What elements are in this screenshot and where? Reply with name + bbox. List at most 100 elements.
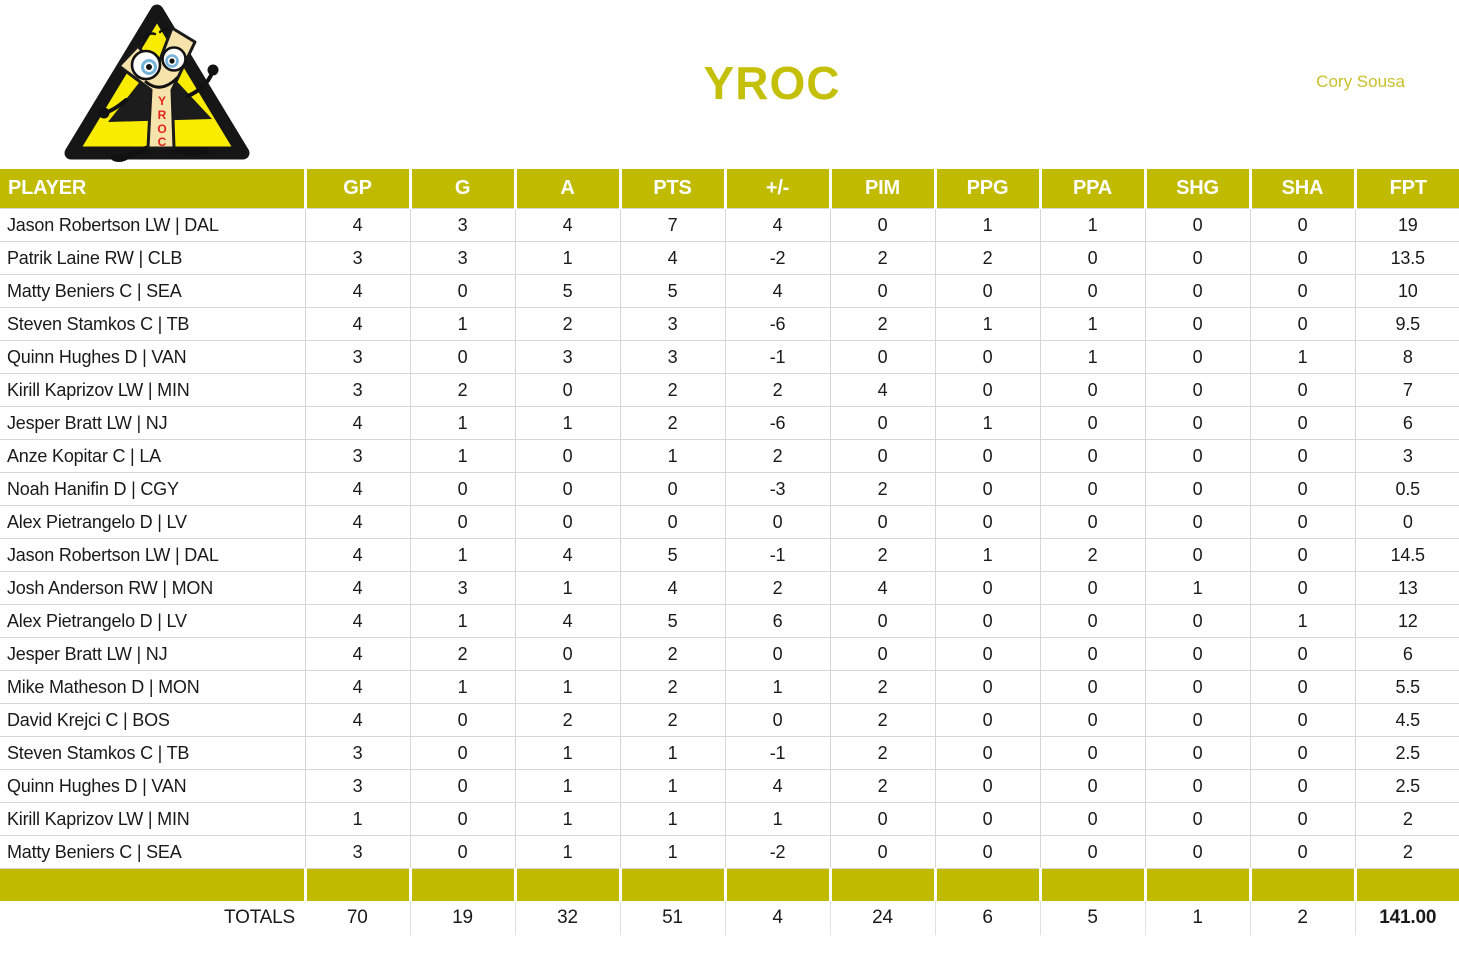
stat-cell-g: 1: [409, 406, 516, 440]
stat-cell-sha: 0: [1249, 208, 1356, 242]
stat-cell-gp: 3: [304, 241, 411, 275]
table-row: Josh Anderson RW | MON 4 3 1 4 2 4 0 0 1 0 13: [0, 571, 1459, 605]
stat-cell-gp: 4: [304, 274, 411, 308]
stat-cell-sha: 0: [1249, 241, 1356, 275]
svg-text:R: R: [158, 108, 167, 122]
stat-cell-ppa: 0: [1039, 241, 1146, 275]
stat-cell-pim: 0: [829, 802, 936, 836]
total-cell-sha: 2: [1250, 901, 1356, 935]
stat-cell-shg: 0: [1144, 340, 1251, 374]
stat-cell-fpt: 0.5: [1354, 472, 1459, 506]
stat-cell-g: 0: [409, 340, 516, 374]
stat-cell-ppg: 1: [934, 538, 1041, 572]
column-header-ppg: PPG: [935, 169, 1042, 209]
stat-cell-gp: 4: [304, 505, 411, 539]
player-cell: David Krejci C | BOS: [0, 703, 306, 737]
stat-cell-plus-minus: 1: [724, 670, 831, 704]
page-title: YROC: [703, 57, 841, 109]
stat-cell-gp: 3: [304, 769, 411, 803]
stat-cell-shg: 0: [1144, 604, 1251, 638]
stat-cell-a: 0: [514, 505, 621, 539]
stat-cell-a: 2: [514, 703, 621, 737]
svg-text:C: C: [158, 135, 167, 149]
stat-cell-a: 4: [514, 604, 621, 638]
stat-cell-pim: 2: [829, 703, 936, 737]
stat-cell-a: 5: [514, 274, 621, 308]
stat-cell-pts: 0: [619, 472, 726, 506]
stat-cell-a: 4: [514, 538, 621, 572]
stat-cell-shg: 0: [1144, 505, 1251, 539]
stat-cell-pts: 3: [619, 307, 726, 341]
stat-cell-pts: 4: [619, 571, 726, 605]
stat-cell-pim: 2: [829, 670, 936, 704]
stat-cell-fpt: 6: [1354, 406, 1459, 440]
total-cell-fpt: 141.00: [1355, 901, 1459, 935]
stat-cell-a: 4: [514, 208, 621, 242]
stat-cell-g: 2: [409, 373, 516, 407]
stat-cell-sha: 1: [1249, 604, 1356, 638]
stat-cell-pim: 0: [829, 340, 936, 374]
table-row: Jason Robertson LW | DAL 4 1 4 5 -1 2 1 2 0 0 14.5: [0, 538, 1459, 572]
stat-cell-gp: 4: [304, 406, 411, 440]
stat-cell-fpt: 2.5: [1354, 769, 1459, 803]
stat-cell-plus-minus: -6: [724, 307, 831, 341]
stat-cell-g: 3: [409, 241, 516, 275]
table-row: Noah Hanifin D | CGY 4 0 0 0 -3 2 0 0 0 0 0.5: [0, 472, 1459, 506]
stat-cell-a: 1: [514, 736, 621, 770]
table-row: Steven Stamkos C | TB 4 1 2 3 -6 2 1 1 0 0 9.5: [0, 307, 1459, 341]
stat-cell-a: 2: [514, 307, 621, 341]
table-row: Quinn Hughes D | VAN 3 0 1 1 4 2 0 0 0 0 2.5: [0, 769, 1459, 803]
stat-cell-g: 0: [409, 274, 516, 308]
stat-cell-pts: 1: [619, 736, 726, 770]
stat-cell-ppg: 0: [934, 736, 1041, 770]
stat-cell-sha: 0: [1249, 802, 1356, 836]
player-cell: Jason Robertson LW | DAL: [0, 208, 306, 242]
stat-cell-ppg: 0: [934, 472, 1041, 506]
stat-cell-sha: 0: [1249, 637, 1356, 671]
stat-cell-gp: 3: [304, 340, 411, 374]
stat-cell-fpt: 2: [1354, 802, 1459, 836]
stat-cell-sha: 0: [1249, 274, 1356, 308]
stat-cell-ppa: 0: [1039, 835, 1146, 869]
stat-cell-pts: 2: [619, 373, 726, 407]
stat-cell-g: 0: [409, 472, 516, 506]
table-row: Mike Matheson D | MON 4 1 1 2 1 2 0 0 0 0 5.5: [0, 670, 1459, 704]
stat-cell-shg: 1: [1144, 571, 1251, 605]
stat-cell-a: 0: [514, 637, 621, 671]
column-header-shg: SHG: [1145, 169, 1252, 209]
spacer-cell: [1145, 868, 1252, 901]
stat-cell-ppa: 0: [1039, 571, 1146, 605]
stat-cell-shg: 0: [1144, 802, 1251, 836]
stat-cell-pim: 2: [829, 472, 936, 506]
stat-cell-g: 1: [409, 604, 516, 638]
stat-cell-shg: 0: [1144, 835, 1251, 869]
stat-cell-sha: 0: [1249, 670, 1356, 704]
stat-cell-shg: 0: [1144, 208, 1251, 242]
player-cell: Josh Anderson RW | MON: [0, 571, 306, 605]
stat-cell-ppg: 0: [934, 604, 1041, 638]
stat-cell-shg: 0: [1144, 703, 1251, 737]
stat-cell-a: 1: [514, 670, 621, 704]
stat-cell-fpt: 13: [1354, 571, 1459, 605]
stat-cell-plus-minus: -2: [724, 835, 831, 869]
stat-cell-g: 2: [409, 637, 516, 671]
stat-cell-pim: 2: [829, 307, 936, 341]
yroc-logo: Y R O C: [62, 2, 252, 164]
table-row: Steven Stamkos C | TB 3 0 1 1 -1 2 0 0 0 0 2.5: [0, 736, 1459, 770]
table-row: Alex Pietrangelo D | LV 4 0 0 0 0 0 0 0 0 0 0: [0, 505, 1459, 539]
stat-cell-plus-minus: -1: [724, 340, 831, 374]
stat-cell-gp: 3: [304, 835, 411, 869]
stat-cell-g: 1: [409, 670, 516, 704]
stat-cell-a: 1: [514, 406, 621, 440]
stat-cell-plus-minus: 4: [724, 208, 831, 242]
stat-cell-fpt: 9.5: [1354, 307, 1459, 341]
stat-cell-pts: 2: [619, 703, 726, 737]
stat-cell-pts: 1: [619, 439, 726, 473]
stat-cell-sha: 0: [1249, 736, 1356, 770]
stat-cell-plus-minus: -6: [724, 406, 831, 440]
stat-cell-sha: 0: [1249, 505, 1356, 539]
stats-table: PLAYER GP G A PTS +/- PIM PPG PPA SHG SHA FPT Jason…: [0, 169, 1459, 935]
stat-cell-ppg: 0: [934, 769, 1041, 803]
stat-cell-gp: 4: [304, 538, 411, 572]
